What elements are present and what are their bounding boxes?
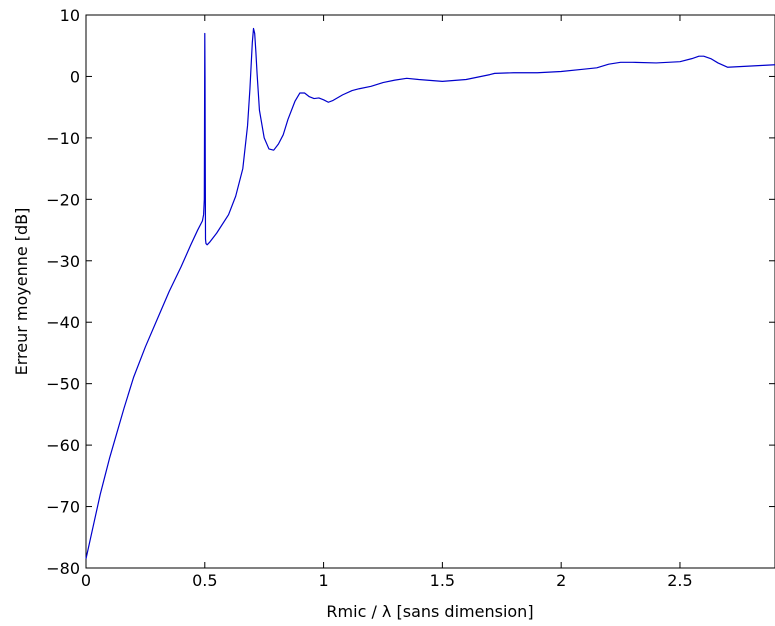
x-tick-label: 1: [318, 571, 328, 590]
y-tick-labels: 10 0 −10 −20 −30 −40 −50 −60 −70 −80: [46, 6, 80, 578]
y-tick-label: 0: [70, 67, 80, 86]
x-tick-label: 0: [81, 571, 91, 590]
y-tick-label: −70: [46, 498, 80, 517]
x-axis-label: Rmic / λ [sans dimension]: [326, 602, 533, 621]
y-tick-label: −80: [46, 559, 80, 578]
series-line: [85, 27, 775, 559]
y-axis-label: Erreur moyenne [dB]: [12, 208, 31, 376]
y-tick-label: −30: [46, 252, 80, 271]
x-tick-labels: 0 0.5 1 1.5 2 2.5: [81, 571, 693, 590]
series-layer: [85, 27, 775, 559]
y-tick-label: −50: [46, 375, 80, 394]
y-tick-label: −60: [46, 436, 80, 455]
x-tick-label: 2.5: [667, 571, 692, 590]
x-tick-label: 0.5: [192, 571, 217, 590]
plot-area: [85, 14, 775, 569]
y-tick-label: 10: [60, 6, 80, 25]
axis-ticks: [85, 14, 775, 569]
y-tick-label: −10: [46, 129, 80, 148]
x-tick-label: 1.5: [430, 571, 455, 590]
y-tick-label: −40: [46, 313, 80, 332]
x-tick-label: 2: [556, 571, 566, 590]
y-tick-label: −20: [46, 190, 80, 209]
